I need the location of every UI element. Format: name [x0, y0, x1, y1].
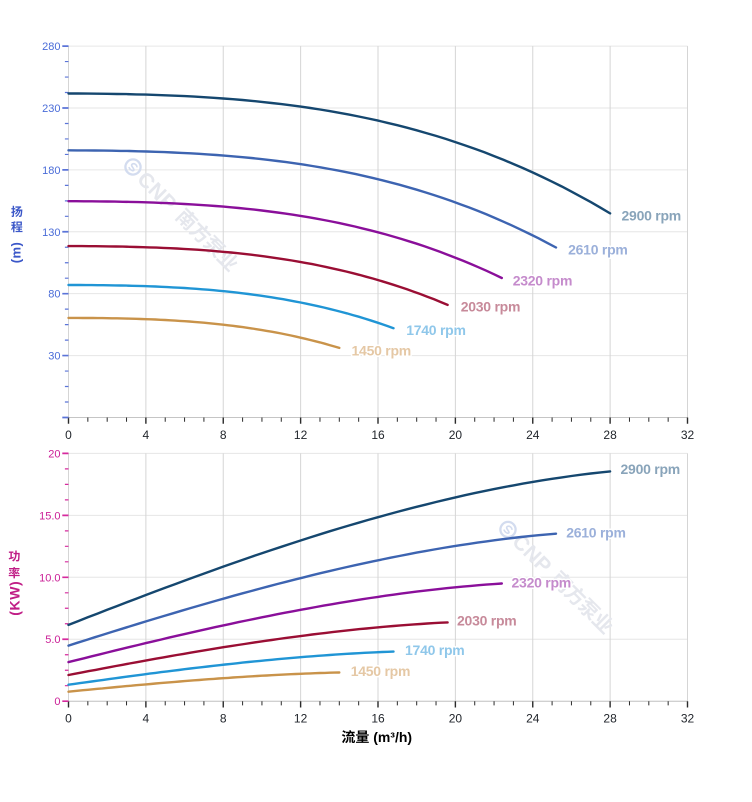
svg-text:32: 32: [681, 711, 695, 725]
svg-text:280: 280: [42, 41, 60, 53]
svg-text:20: 20: [48, 448, 60, 460]
svg-text:20: 20: [449, 428, 463, 442]
svg-text:1740 rpm: 1740 rpm: [405, 642, 464, 658]
svg-text:1450 rpm: 1450 rpm: [351, 663, 410, 679]
svg-text:0: 0: [54, 696, 60, 708]
svg-text:8: 8: [220, 711, 227, 725]
svg-text:10.0: 10.0: [39, 572, 60, 584]
svg-text:2030 rpm: 2030 rpm: [457, 612, 516, 628]
svg-text:0: 0: [65, 428, 72, 442]
svg-text:80: 80: [48, 289, 60, 301]
svg-text:2320 rpm: 2320 rpm: [512, 574, 571, 590]
svg-text:16: 16: [371, 428, 385, 442]
svg-text:30: 30: [48, 351, 60, 363]
svg-text:15.0: 15.0: [39, 510, 60, 522]
svg-text:16: 16: [371, 711, 385, 725]
svg-text:24: 24: [526, 711, 540, 725]
svg-text:1450 rpm: 1450 rpm: [352, 342, 411, 358]
svg-text:4: 4: [143, 428, 150, 442]
svg-text:(KW): (KW): [7, 581, 23, 616]
svg-text:2900 rpm: 2900 rpm: [622, 207, 681, 223]
svg-text:230: 230: [42, 103, 60, 115]
svg-text:(m): (m): [8, 242, 23, 263]
svg-text:1740 rpm: 1740 rpm: [406, 322, 465, 338]
svg-text:0: 0: [65, 711, 72, 725]
svg-text:180: 180: [42, 165, 60, 177]
svg-text:4: 4: [143, 711, 150, 725]
svg-text:(m³/h): (m³/h): [373, 729, 412, 745]
svg-text:28: 28: [603, 428, 617, 442]
svg-text:12: 12: [294, 428, 308, 442]
svg-text:28: 28: [603, 711, 617, 725]
svg-text:20: 20: [449, 711, 463, 725]
svg-text:2900 rpm: 2900 rpm: [621, 461, 680, 477]
svg-text:32: 32: [681, 428, 695, 442]
svg-text:2030 rpm: 2030 rpm: [461, 299, 520, 315]
svg-text:12: 12: [294, 711, 308, 725]
svg-text:24: 24: [526, 428, 540, 442]
svg-text:5.0: 5.0: [45, 634, 60, 646]
svg-text:2610 rpm: 2610 rpm: [566, 524, 625, 540]
svg-text:8: 8: [220, 428, 227, 442]
svg-text:2610 rpm: 2610 rpm: [568, 242, 627, 258]
svg-text:130: 130: [42, 227, 60, 239]
svg-text:2320 rpm: 2320 rpm: [513, 272, 572, 288]
